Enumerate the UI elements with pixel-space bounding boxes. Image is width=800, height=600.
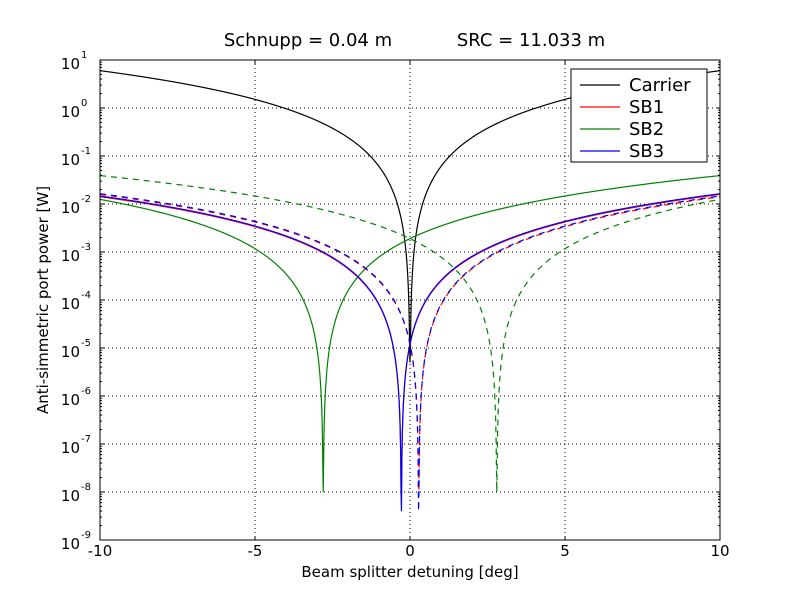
y-tick-label-base: 10 xyxy=(61,439,80,457)
chart-title-left: Schnupp = 0.04 m xyxy=(224,30,392,51)
y-tick-label-base: 10 xyxy=(61,199,80,217)
series-line-dashed-5 xyxy=(100,174,720,493)
y-tick-label-base: 10 xyxy=(61,487,80,505)
y-tick-label-base: 10 xyxy=(61,343,80,361)
y-tick-label-base: 10 xyxy=(61,391,80,409)
legend-label-carrier: Carrier xyxy=(629,75,691,96)
y-tick-label-base: 10 xyxy=(61,151,80,169)
series-line-dashed-6 xyxy=(100,193,720,512)
y-tick-label-exponent: -1 xyxy=(81,146,91,157)
legend-label-sb2: SB2 xyxy=(629,119,664,140)
series-line-sb2 xyxy=(100,174,720,493)
legend: Carrier SB1 SB2 SB3 xyxy=(570,68,708,163)
y-tick-label-base: 10 xyxy=(61,103,80,121)
y-tick-label-base: 10 xyxy=(61,535,80,553)
y-tick-label-exponent: -4 xyxy=(81,290,91,301)
y-tick-label-exponent: -9 xyxy=(81,530,91,541)
y-tick-labels: 10-910-810-710-610-510-410-310-210-110 01… xyxy=(61,50,91,553)
y-tick-label-base: 10 xyxy=(61,295,80,313)
x-tick-label: 0 xyxy=(405,542,415,560)
y-tick-label-exponent: 1 xyxy=(81,50,87,61)
x-tick-label: 10 xyxy=(710,542,729,560)
y-tick-label-base: 10 xyxy=(61,55,80,73)
ticks xyxy=(99,59,721,541)
y-tick-label-exponent: -2 xyxy=(81,194,91,205)
legend-label-sb3: SB3 xyxy=(629,141,664,162)
y-tick-label-exponent: -7 xyxy=(81,434,91,445)
y-tick-label-exponent: -8 xyxy=(81,482,91,493)
legend-label-sb1: SB1 xyxy=(629,97,664,118)
y-tick-label-exponent: -6 xyxy=(81,386,91,397)
y-tick-label-base: 10 xyxy=(61,247,80,265)
y-tick-label-exponent: 0 xyxy=(81,98,87,109)
x-axis-label: Beam splitter detuning [deg] xyxy=(301,563,518,581)
y-axis-label: Anti-simmetric port power [W] xyxy=(34,186,52,414)
chart-title-right: SRC = 11.033 m xyxy=(457,30,605,51)
x-tick-label: -10 xyxy=(88,542,113,560)
x-tick-labels: -10 -5 0 5 10 xyxy=(88,542,730,560)
x-tick-label: -5 xyxy=(248,542,263,560)
y-tick-label-exponent: -3 xyxy=(81,242,91,253)
y-tick-label-exponent: -5 xyxy=(81,338,91,349)
x-tick-label: 5 xyxy=(560,542,570,560)
